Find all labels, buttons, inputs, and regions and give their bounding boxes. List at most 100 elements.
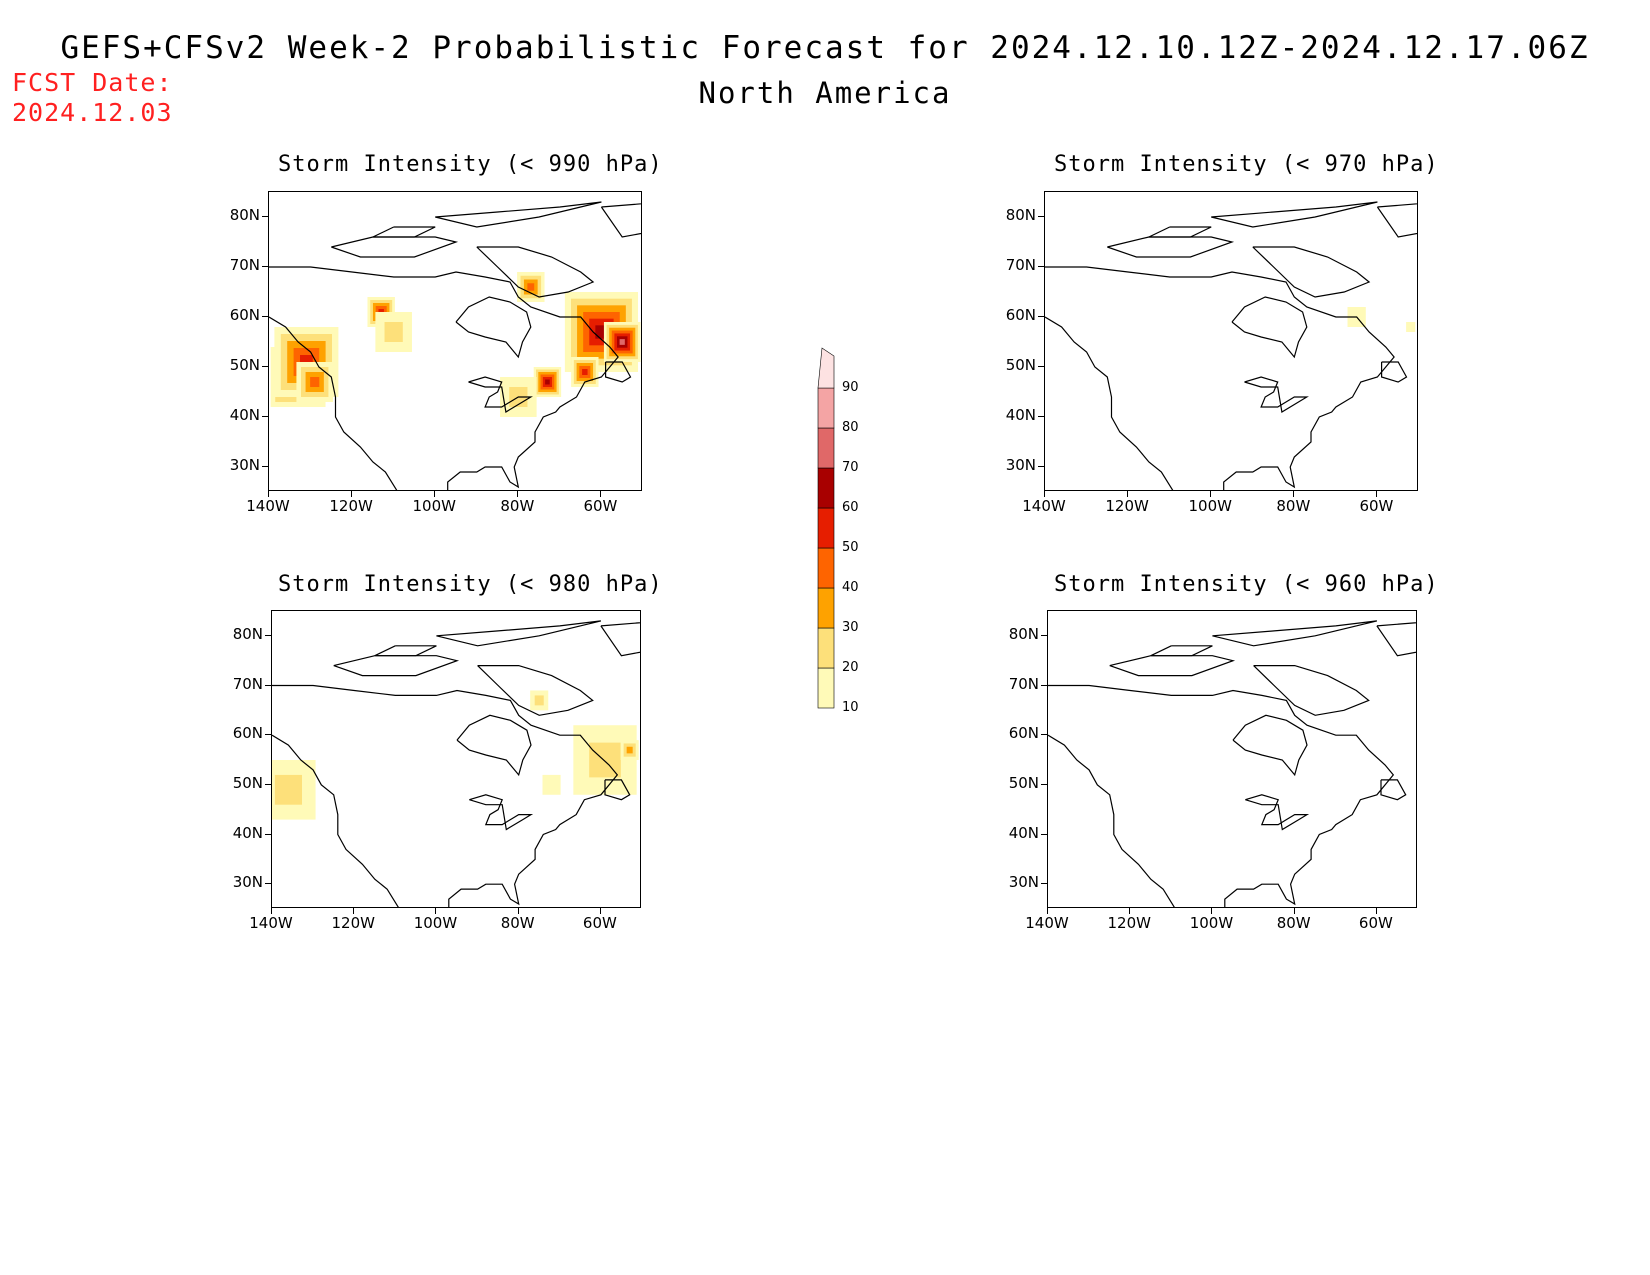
panel-title-980: Storm Intensity (< 980 hPa) [278,572,663,597]
coastline [600,203,641,238]
lat-tick [1038,466,1044,467]
map-svg-p970 [1045,201,1417,490]
lon-tick-label: 80W [500,914,535,932]
lon-tick-label: 140W [1025,914,1069,932]
colorbar-swatch [817,627,835,669]
probability-cell [527,283,535,291]
lon-tick [1375,908,1377,914]
lat-tick-label: 30N [229,456,260,474]
lon-tick [600,491,602,497]
coastline [1245,794,1310,831]
coastline [372,226,436,238]
coastline [1231,296,1308,359]
coastline [269,316,398,490]
probability-cell [542,774,561,795]
lat-tick [265,634,271,636]
lon-tick [517,491,519,497]
colorbar-level-label: 40 [842,580,859,595]
lat-tick-label: 70N [229,256,260,274]
colorbar-swatch [817,587,835,629]
lat-tick [265,833,271,835]
coastline [605,361,632,383]
forecast-date-label: FCST Date: [12,68,173,97]
lon-tick-label: 120W [1107,914,1151,932]
colorbar-level-label: 90 [842,380,859,395]
lon-tick [1127,491,1129,497]
lat-tick [265,783,271,785]
lat-tick [265,734,271,736]
lon-tick [435,908,437,914]
lat-tick [262,466,268,467]
lat-tick [262,266,268,267]
lat-tick-label: 80N [229,206,260,224]
probability-cell [619,339,625,345]
colorbar [817,347,835,709]
coastline [1148,226,1212,238]
lon-tick-label: 60W [1359,497,1394,515]
probability-cell [1406,322,1416,332]
probability-cell [582,369,588,375]
lon-tick [1210,491,1212,497]
lon-tick-label: 100W [1189,914,1234,932]
lat-tick-label: 80N [1005,206,1036,224]
coastline [469,794,534,831]
lat-tick-label: 60N [229,306,260,324]
colorbar-swatch [817,507,835,549]
coastline [331,236,459,258]
coastline [1376,622,1416,657]
lon-tick-label: 80W [1276,497,1311,515]
lon-tick-label: 80W [1276,914,1311,932]
probability-cell [310,377,320,387]
lat-tick-label: 40N [232,823,263,842]
map-frame-960 [1047,610,1417,908]
lat-tick-label: 50N [232,773,263,792]
coastline [1045,266,1395,490]
probability-cell [384,322,403,342]
lat-tick [262,366,268,367]
coastline [1232,714,1308,777]
panel-title-960: Storm Intensity (< 960 hPa) [1054,572,1439,597]
colorbar-swatch [817,427,835,469]
map-svg-p960 [1048,620,1416,907]
panel-title-970: Storm Intensity (< 970 hPa) [1054,152,1439,177]
coastline [468,376,533,413]
map-frame-990 [268,191,642,491]
lat-tick-label: 60N [232,724,263,743]
colorbar-level-label: 50 [842,540,859,555]
lat-tick-label: 30N [232,873,263,892]
lon-tick [434,491,436,497]
lat-tick [1041,684,1047,686]
lat-tick [262,316,268,317]
lon-tick [1044,491,1045,497]
colorbar-swatch [817,467,835,509]
lat-tick-label: 70N [1008,674,1039,693]
lat-tick [1038,416,1044,417]
map-frame-980 [271,610,641,908]
lat-tick [262,216,268,217]
coastline [374,645,437,657]
lat-tick [1041,734,1047,736]
coastline [1252,246,1371,298]
coastline [455,296,532,359]
map-frame-970 [1044,191,1418,491]
lat-tick-label: 70N [1005,256,1036,274]
coastline [1045,316,1174,490]
lon-tick [599,908,601,914]
lat-tick [1038,366,1044,367]
colorbar-level-label: 70 [842,460,859,475]
lon-tick [353,908,355,914]
lat-tick-label: 50N [1005,356,1036,374]
lat-tick [262,416,268,417]
lon-tick [271,908,272,914]
lat-tick-label: 50N [229,356,260,374]
coastline [1376,203,1417,238]
coastline [272,734,399,907]
colorbar-level-label: 80 [842,420,859,435]
lon-tick-label: 60W [582,914,617,932]
lat-tick [265,684,271,686]
lon-tick-label: 60W [1358,914,1393,932]
lat-tick [1041,833,1047,835]
lat-tick [1038,316,1044,317]
coastline [604,779,631,801]
lon-tick-label: 120W [1105,497,1149,515]
